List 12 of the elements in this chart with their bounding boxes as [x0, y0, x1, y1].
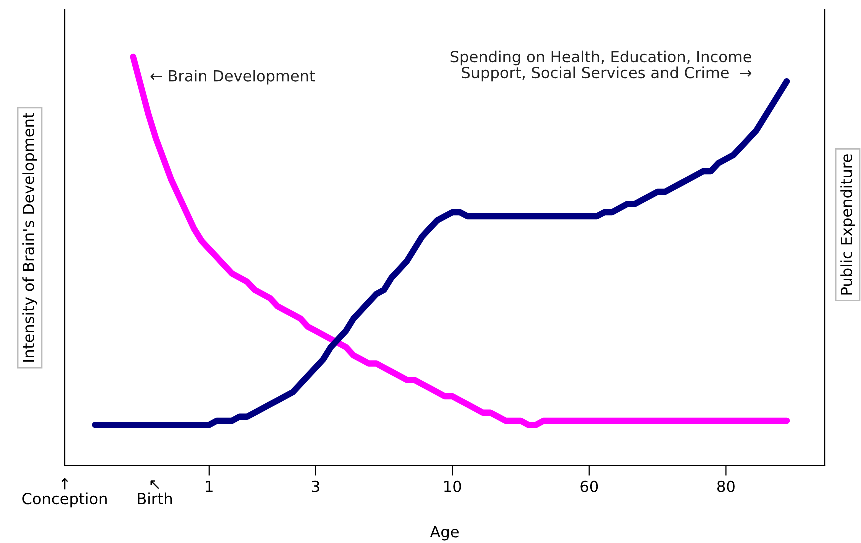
series-label: ← Brain Development [150, 70, 316, 85]
y-axis-title: Intensity of Brain's Development [22, 112, 38, 362]
series-label: Spending on Health, Education, Income Support, Social Services and Crime → [450, 50, 752, 82]
x-tick-label: 80 [718, 480, 735, 492]
x-tick-label: 1 [206, 481, 213, 492]
text: ↖ Birth [138, 480, 172, 504]
x-axis-title: Age [430, 526, 459, 541]
text: ↑ Conception [22, 478, 107, 508]
x-tick-label: 3 [312, 480, 320, 492]
x-tick-label: 60 [580, 480, 598, 492]
x-tick-label: 10 [444, 480, 462, 492]
y2-axis-title: Public Expenditure [840, 154, 856, 295]
